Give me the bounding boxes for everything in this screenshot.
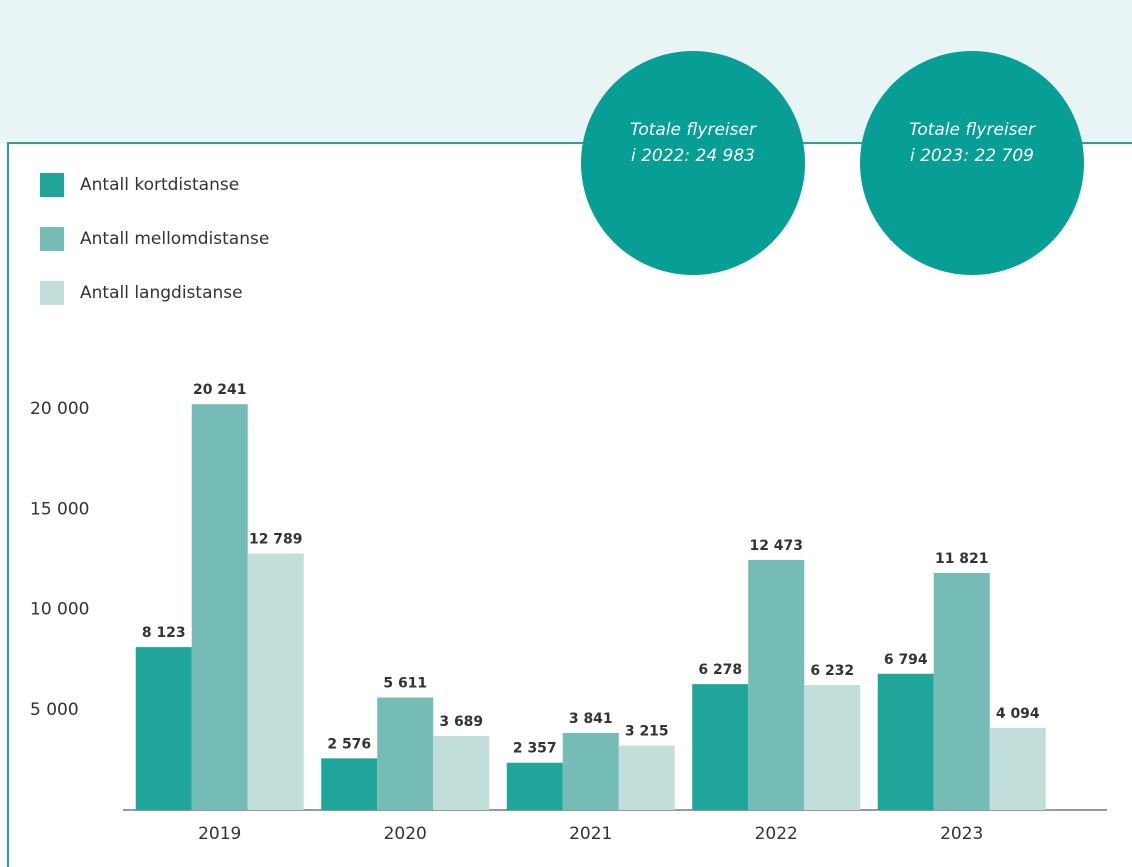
value-label: 20 241 bbox=[193, 382, 247, 398]
value-label: 12 473 bbox=[749, 538, 803, 554]
bar bbox=[321, 758, 378, 810]
bar bbox=[933, 572, 990, 810]
value-label: 6 794 bbox=[884, 652, 928, 668]
annotation-circle bbox=[860, 51, 1084, 275]
legend-label: Antall langdistanse bbox=[80, 283, 243, 303]
value-label: 2 576 bbox=[327, 736, 371, 752]
legend-label: Antall kortdistanse bbox=[80, 175, 239, 195]
bar bbox=[506, 762, 563, 810]
y-tick-label: 5 000 bbox=[30, 700, 79, 720]
value-label: 4 094 bbox=[996, 706, 1040, 722]
y-tick-label: 20 000 bbox=[30, 399, 89, 419]
bar bbox=[804, 685, 861, 810]
x-tick-label: 2020 bbox=[384, 824, 427, 844]
value-label: 3 841 bbox=[569, 711, 613, 727]
x-tick-label: 2022 bbox=[755, 824, 798, 844]
bar bbox=[618, 745, 675, 810]
bar bbox=[433, 736, 490, 810]
value-label: 2 357 bbox=[513, 741, 557, 757]
annotation-text: i 2022: 24 983 bbox=[631, 146, 755, 166]
legend-swatch bbox=[40, 173, 64, 197]
bar bbox=[877, 673, 934, 810]
x-tick-label: 2019 bbox=[198, 824, 241, 844]
bar bbox=[247, 553, 304, 810]
legend-swatch bbox=[40, 281, 64, 305]
bar bbox=[377, 697, 434, 810]
value-label: 5 611 bbox=[383, 675, 427, 691]
bar bbox=[562, 732, 619, 810]
x-tick-label: 2021 bbox=[569, 824, 612, 844]
value-label: 6 232 bbox=[810, 663, 854, 679]
bar bbox=[135, 647, 192, 810]
value-label: 11 821 bbox=[935, 551, 989, 567]
value-label: 3 689 bbox=[439, 714, 483, 730]
value-label: 12 789 bbox=[249, 532, 303, 548]
value-label: 6 278 bbox=[698, 662, 742, 678]
y-tick-label: 15 000 bbox=[30, 499, 89, 519]
value-label: 3 215 bbox=[625, 724, 669, 740]
legend-label: Antall mellomdistanse bbox=[80, 229, 269, 249]
bar bbox=[748, 559, 805, 810]
bar bbox=[692, 684, 749, 810]
annotation-text: Totale flyreiser bbox=[630, 120, 757, 140]
annotation-circle bbox=[581, 51, 805, 275]
y-tick-label: 10 000 bbox=[30, 600, 89, 620]
bar bbox=[989, 727, 1046, 810]
bar bbox=[191, 404, 248, 810]
value-label: 8 123 bbox=[142, 625, 186, 641]
annotation-text: Totale flyreiser bbox=[909, 120, 1036, 140]
legend-swatch bbox=[40, 227, 64, 251]
x-tick-label: 2023 bbox=[940, 824, 983, 844]
annotation-text: i 2023: 22 709 bbox=[910, 146, 1034, 166]
